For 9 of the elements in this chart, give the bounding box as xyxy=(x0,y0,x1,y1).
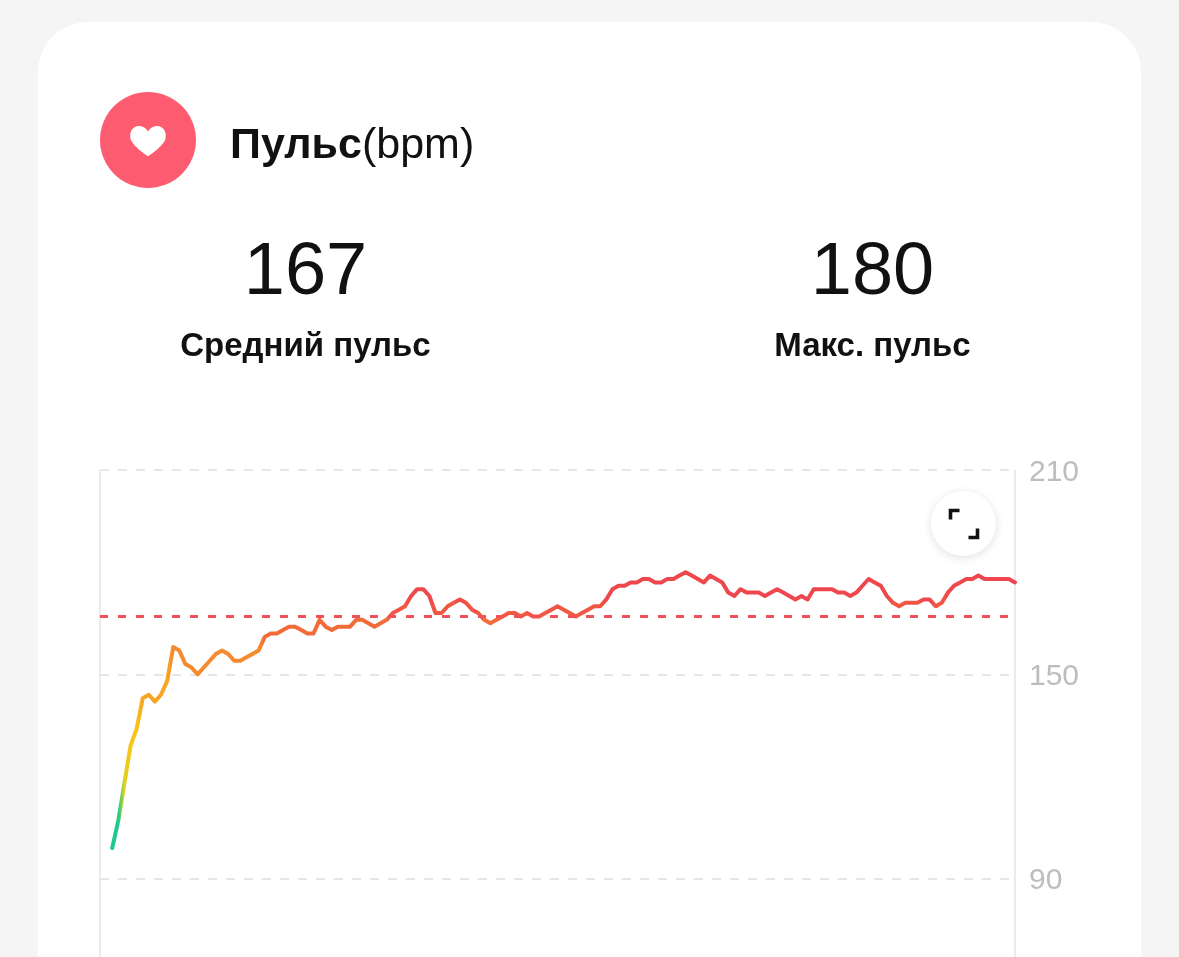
y-tick-label: 210 xyxy=(1029,453,1080,487)
category-label: Средний пульс xyxy=(180,326,431,363)
y-tick-label: 150 xyxy=(1029,657,1080,691)
data-label: 167 xyxy=(243,227,368,310)
y-tick-label: 90 xyxy=(1029,862,1063,896)
data-label: 180 xyxy=(810,227,935,310)
text: Пульс(bpm) xyxy=(230,119,475,167)
category-label: Макс. пульс xyxy=(774,326,971,363)
line-series xyxy=(110,570,1017,851)
